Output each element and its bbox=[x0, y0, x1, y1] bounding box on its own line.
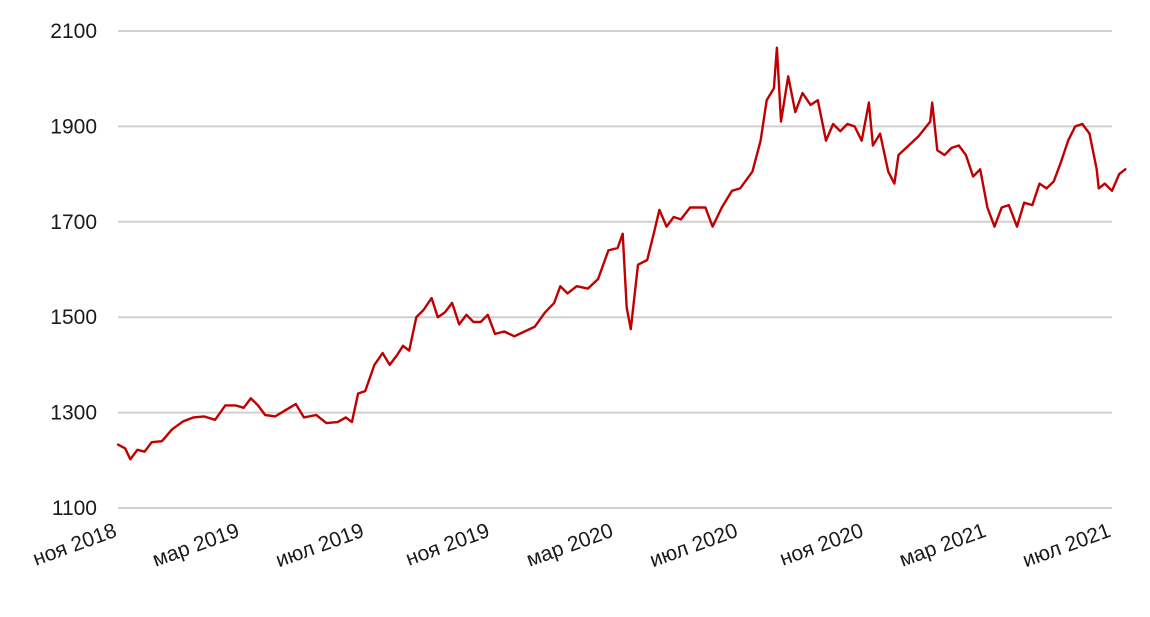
x-axis-tick-labels: ноя 2018 мар 2019 июл 2019 ноя 2019 мар 2020… bbox=[30, 519, 1114, 572]
x-tick-label: мар 2021 bbox=[896, 519, 989, 572]
y-tick-label: 1900 bbox=[50, 115, 97, 138]
y-axis-tick-labels: 1100 1300 1500 1700 1900 2100 bbox=[50, 20, 97, 520]
x-tick-label: мар 2020 bbox=[523, 519, 616, 572]
y-tick-label: 1700 bbox=[50, 211, 97, 234]
y-tick-label: 1500 bbox=[50, 306, 97, 329]
y-tick-label: 1300 bbox=[50, 402, 97, 425]
series-group bbox=[116, 46, 1127, 461]
series-line bbox=[116, 46, 1127, 461]
gridlines bbox=[118, 30, 1112, 509]
x-tick-label: июл 2020 bbox=[647, 519, 741, 572]
x-tick-label: июл 2019 bbox=[273, 519, 367, 572]
x-tick-label: ноя 2018 bbox=[30, 519, 120, 570]
x-tick-label: мар 2019 bbox=[150, 519, 243, 572]
x-tick-label: ноя 2020 bbox=[777, 519, 867, 570]
x-tick-label: июл 2021 bbox=[1020, 519, 1114, 572]
x-tick-label: ноя 2019 bbox=[403, 519, 493, 570]
y-tick-label: 2100 bbox=[50, 20, 97, 43]
y-tick-label: 1100 bbox=[52, 497, 97, 520]
